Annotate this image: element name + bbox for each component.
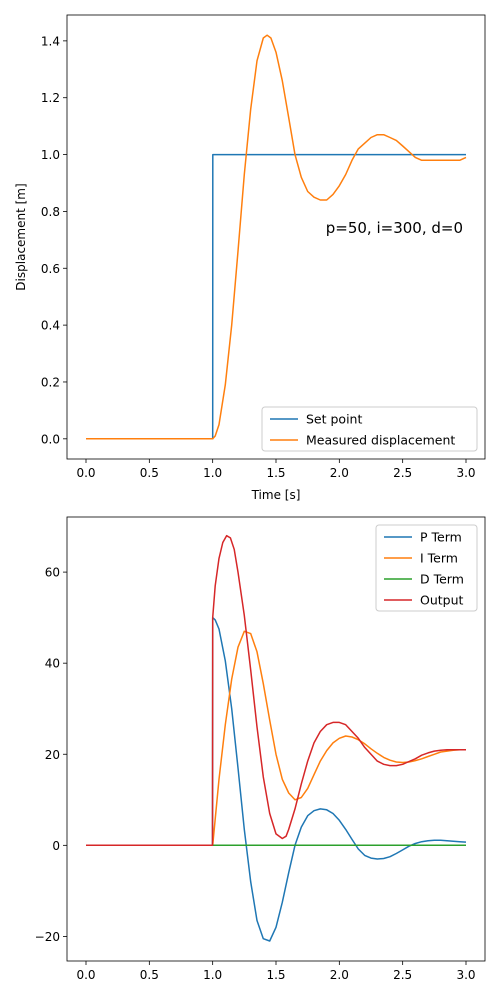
y-tick-label: 0.6 xyxy=(41,262,60,276)
series-group xyxy=(86,34,467,440)
legend-label: I Term xyxy=(420,551,458,566)
legend: Set point Measured displacement xyxy=(261,406,478,452)
legend-label: Set point xyxy=(306,412,362,427)
series-line-measured-displacement xyxy=(86,34,467,440)
y-tick-label: 20 xyxy=(45,748,60,762)
y-tick-label: 60 xyxy=(45,566,60,580)
series-line-set-point xyxy=(86,153,466,440)
y-tick-label: 0.0 xyxy=(41,432,60,446)
x-tick-label: 1.5 xyxy=(266,968,285,982)
x-tick-label: 2.5 xyxy=(393,466,412,480)
x-tick-label: 1.5 xyxy=(266,466,285,480)
series-line-output xyxy=(86,534,466,847)
y-axis-label: Displacement [m] xyxy=(14,183,28,290)
x-tick-label: 1.0 xyxy=(203,968,222,982)
x-tick-label: 0.5 xyxy=(140,968,159,982)
y-tick-label: 40 xyxy=(45,657,60,671)
x-tick-label: 3.0 xyxy=(456,466,475,480)
legend: P Term I Term D Term Output xyxy=(375,524,478,612)
x-tick-label: 2.0 xyxy=(330,968,349,982)
x-tick-label: 0.5 xyxy=(140,466,159,480)
legend-label: D Term xyxy=(420,572,464,587)
series-line-p-term xyxy=(86,616,467,942)
legend-label: Output xyxy=(420,593,464,608)
pid-terms-chart: 0.0 0.5 1.0 1.5 2.0 2.5 3.0 −20 0 20 40 60 P Term I T… xyxy=(35,516,486,982)
y-tick-label: 0 xyxy=(52,839,60,853)
displacement-chart: 0.0 0.5 1.0 1.5 2.0 2.5 3.0 0.0 0.2 0.4 0.6 0.8 1.0 1… xyxy=(14,14,486,502)
y-tick-label: −20 xyxy=(35,930,60,944)
x-axis-label: Time [s] xyxy=(251,488,301,502)
annotation-text: p=50, i=300, d=0 xyxy=(326,219,463,237)
y-tick-label: 1.2 xyxy=(41,91,60,105)
legend-label: Measured displacement xyxy=(306,433,455,448)
x-tick-label: 0.0 xyxy=(76,968,95,982)
y-tick-label: 1.0 xyxy=(41,148,60,162)
y-tick-label: 1.4 xyxy=(41,34,60,48)
plot-frame xyxy=(66,14,486,460)
y-tick-label: 0.2 xyxy=(41,375,60,389)
y-tick-label: 0.4 xyxy=(41,319,60,333)
x-tick-label: 2.5 xyxy=(393,968,412,982)
x-tick-label: 3.0 xyxy=(456,968,475,982)
y-tick-label: 0.8 xyxy=(41,205,60,219)
x-tick-label: 1.0 xyxy=(203,466,222,480)
x-tick-label: 2.0 xyxy=(330,466,349,480)
x-tick-label: 0.0 xyxy=(76,466,95,480)
series-group xyxy=(86,534,467,942)
legend-label: P Term xyxy=(420,530,462,545)
series-line-i-term xyxy=(86,630,466,847)
legend-box xyxy=(375,524,478,612)
legend-box xyxy=(261,406,478,452)
